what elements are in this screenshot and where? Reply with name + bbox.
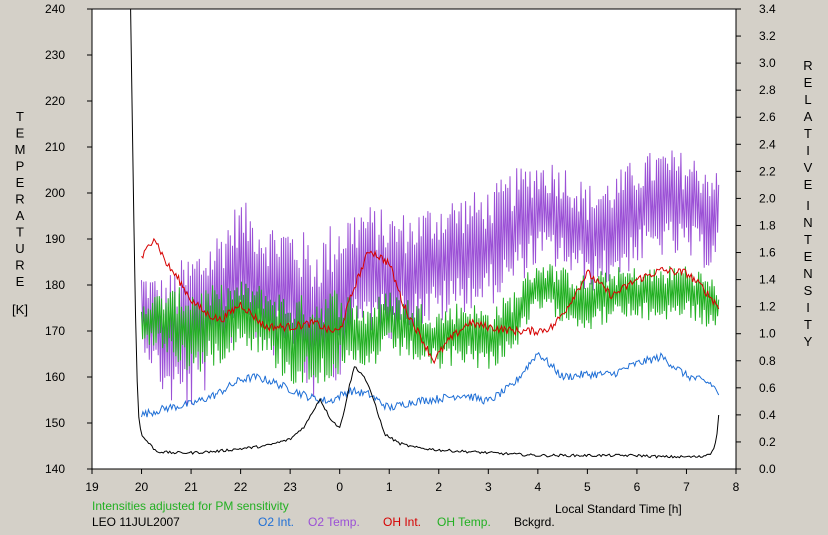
y-left-label-letter: E <box>16 274 25 289</box>
y-left-label-letter: P <box>16 159 25 174</box>
station-date: LEO 11JUL2007 <box>92 515 180 529</box>
y-right-tick-label: 1.6 <box>759 246 776 260</box>
y-left-label-letter: E <box>16 126 25 141</box>
x-tick-label: 22 <box>234 480 248 494</box>
y-left-tick-label: 170 <box>45 324 65 338</box>
y-left-tick-label: 200 <box>45 186 65 200</box>
y-left-tick-label: 180 <box>45 278 65 292</box>
y-right-tick-label: 1.8 <box>759 218 776 232</box>
y-left-unit: [K] <box>12 302 28 317</box>
y-left-label-letter: U <box>15 241 24 256</box>
y-left-label-letter: R <box>15 258 24 273</box>
y-left-tick-label: 140 <box>45 462 65 476</box>
sensitivity-note: Intensities adjusted for PM sensitivity <box>92 499 289 513</box>
y-right-tick-label: 2.2 <box>759 164 776 178</box>
legend-bckgrd: Bckgrd. <box>514 515 555 529</box>
series-line-oh-int <box>141 237 720 365</box>
y-right-label-letter: T <box>804 126 812 141</box>
y-right-tick-label: 2.6 <box>759 110 776 124</box>
x-tick-label: 5 <box>584 480 591 494</box>
x-tick-label: 4 <box>535 480 542 494</box>
x-tick-label: 20 <box>135 480 149 494</box>
y-left-label-letter: E <box>16 175 25 190</box>
y-right-label-letter: S <box>804 283 813 298</box>
y-right-tick-label: 1.2 <box>759 300 776 314</box>
y-right-label-letter: I <box>806 300 810 315</box>
series-line-bckgrd <box>130 8 720 459</box>
y-right-label-letter: E <box>804 249 813 264</box>
y-right-label-letter: L <box>804 92 811 107</box>
y-right-label-letter: N <box>803 266 812 281</box>
legend-o2-temp: O2 Temp. <box>308 515 360 529</box>
x-tick-label: 2 <box>435 480 442 494</box>
y-right-label-letter: E <box>804 75 813 90</box>
x-tick-label: 7 <box>683 480 690 494</box>
y-right-label-letter: E <box>804 177 813 192</box>
series-line-o2-int <box>141 351 720 418</box>
y-right-label-letter: R <box>803 58 812 73</box>
x-tick-label: 3 <box>485 480 492 494</box>
x-axis-label: Local Standard Time [h] <box>555 502 682 516</box>
y-right-label-letter: A <box>804 109 813 124</box>
y-right-label-letter: Y <box>804 334 813 349</box>
series-line-oh-temp <box>141 264 720 384</box>
y-right-tick-label: 2.8 <box>759 83 776 97</box>
y-left-tick-label: 240 <box>45 2 65 16</box>
y-left-tick-label: 160 <box>45 370 65 384</box>
y-right-label-letter: V <box>804 160 813 175</box>
legend-o2-int: O2 Int. <box>258 515 295 529</box>
series-layer <box>130 8 720 459</box>
y-left-label-letter: R <box>15 192 24 207</box>
y-left-label-letter: M <box>15 142 26 157</box>
y-left-tick-label: 230 <box>45 48 65 62</box>
y-right-label-letter: T <box>804 232 812 247</box>
series-line-o2-temp <box>141 150 720 406</box>
y-right-label-letter: I <box>806 198 810 213</box>
y-left-label-letter: T <box>16 225 24 240</box>
x-tick-label: 0 <box>336 480 343 494</box>
y-right-tick-label: 0.0 <box>759 462 776 476</box>
legend-oh-temp: OH Temp. <box>437 515 491 529</box>
x-tick-label: 1 <box>386 480 393 494</box>
y-left-label-letter: A <box>16 208 25 223</box>
y-right-tick-label: 3.2 <box>759 29 776 43</box>
y-left-tick-label: 150 <box>45 416 65 430</box>
y-right-tick-label: 3.4 <box>759 2 776 16</box>
legend-oh-int: OH Int. <box>383 515 422 529</box>
y-right-tick-label: 2.4 <box>759 137 776 151</box>
y-left-label-letter: T <box>16 109 24 124</box>
y-left-tick-label: 220 <box>45 94 65 108</box>
y-right-tick-label: 1.0 <box>759 327 776 341</box>
y-right-label-letter: T <box>804 317 812 332</box>
plot-area <box>91 8 737 470</box>
y-right-tick-label: 2.0 <box>759 191 776 205</box>
y-right-tick-label: 1.4 <box>759 273 776 287</box>
y-right-label-letter: N <box>803 215 812 230</box>
y-right-tick-label: 0.6 <box>759 381 776 395</box>
y-right-tick-label: 0.8 <box>759 354 776 368</box>
x-tick-label: 8 <box>733 480 740 494</box>
x-tick-label: 21 <box>184 480 198 494</box>
y-left-tick-label: 210 <box>45 140 65 154</box>
y-right-label-letter: I <box>806 143 810 158</box>
y-right-tick-label: 0.4 <box>759 408 776 422</box>
y-left-tick-label: 190 <box>45 232 65 246</box>
x-tick-label: 6 <box>634 480 641 494</box>
y-right-tick-label: 0.2 <box>759 435 776 449</box>
y-right-tick-label: 3.0 <box>759 56 776 70</box>
x-tick-label: 19 <box>85 480 99 494</box>
axes-layer: 19 20 21 22 23 0 1 2 3 4 5 6 7 8140150160170180190200… <box>12 2 813 494</box>
x-tick-label: 23 <box>283 480 297 494</box>
